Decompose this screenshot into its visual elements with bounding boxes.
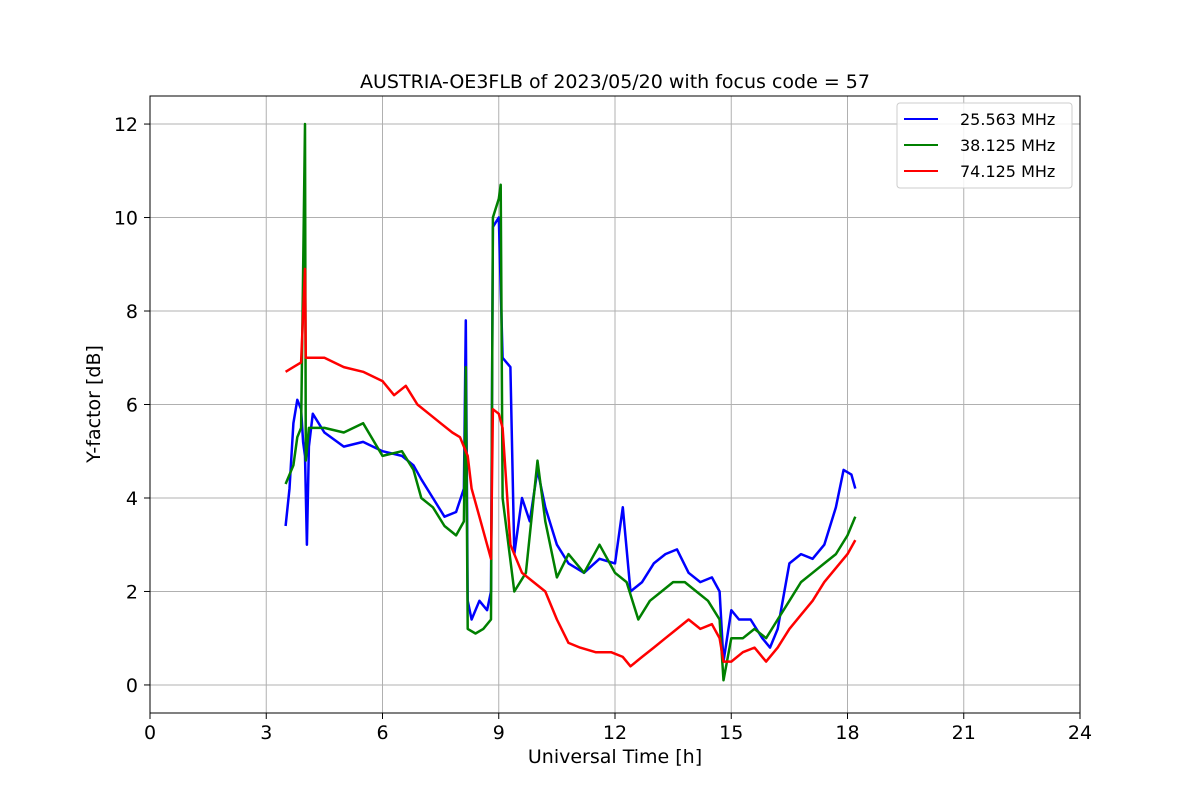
series-38125-mhz	[284, 122, 857, 682]
x-tick-label: 12	[603, 722, 627, 744]
series-layer	[284, 122, 857, 682]
y-tick-label: 0	[126, 675, 138, 697]
x-tick-label: 21	[952, 722, 976, 744]
x-tick-label: 6	[376, 722, 388, 744]
chart-title: AUSTRIA-OE3FLB of 2023/05/20 with focus …	[360, 71, 870, 93]
y-tick-label: 10	[114, 208, 138, 230]
x-tick-label: 24	[1068, 722, 1092, 744]
legend-label-25563: 25.563 MHz	[960, 110, 1055, 129]
legend: 25.563 MHz 38.125 MHz 74.125 MHz	[896, 102, 1073, 189]
series-25563-mhz	[284, 216, 857, 663]
y-axis: 0 2 4 6 8 10 12	[114, 114, 150, 697]
x-tick-label: 0	[144, 722, 156, 744]
x-tick-label: 9	[493, 722, 505, 744]
y-axis-label: Y-factor [dB]	[83, 345, 105, 464]
legend-box	[896, 102, 1073, 189]
series-74125-mhz	[284, 267, 857, 668]
x-tick-label: 3	[260, 722, 272, 744]
y-tick-label: 12	[114, 114, 138, 136]
legend-label-38125: 38.125 MHz	[960, 136, 1055, 155]
x-axis-label: Universal Time [h]	[528, 746, 702, 768]
x-axis: 0 3 6 9 12 15 18 21 24	[144, 713, 1092, 744]
y-tick-label: 8	[126, 301, 138, 323]
y-tick-label: 6	[126, 395, 138, 417]
legend-label-74125: 74.125 MHz	[960, 162, 1055, 181]
x-tick-label: 15	[719, 722, 743, 744]
y-tick-label: 2	[126, 581, 138, 603]
x-tick-label: 18	[835, 722, 859, 744]
y-tick-label: 4	[126, 488, 138, 510]
